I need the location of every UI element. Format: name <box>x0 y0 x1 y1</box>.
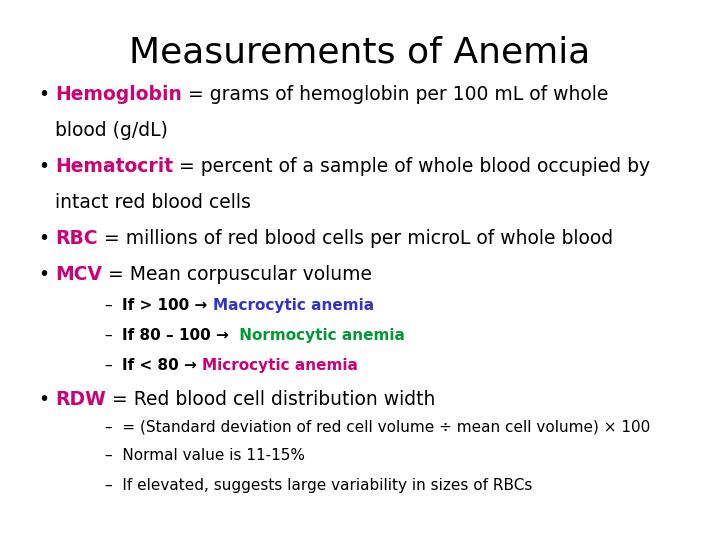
Text: = percent of a sample of whole blood occupied by: = percent of a sample of whole blood occ… <box>173 157 650 176</box>
Text: –: – <box>105 358 122 373</box>
Text: intact red blood cells: intact red blood cells <box>55 193 251 212</box>
Text: •: • <box>38 390 49 409</box>
Text: •: • <box>38 85 49 104</box>
Text: MCV: MCV <box>55 265 102 284</box>
Text: If 80 – 100 →: If 80 – 100 → <box>122 328 235 343</box>
Text: •: • <box>38 265 49 284</box>
Text: Hemoglobin: Hemoglobin <box>55 85 182 104</box>
Text: = Mean corpuscular volume: = Mean corpuscular volume <box>102 265 372 284</box>
Text: = millions of red blood cells per microL of whole blood: = millions of red blood cells per microL… <box>98 229 613 248</box>
Text: Hematocrit: Hematocrit <box>55 157 173 176</box>
Text: If > 100 →: If > 100 → <box>122 298 213 313</box>
Text: = Red blood cell distribution width: = Red blood cell distribution width <box>106 390 435 409</box>
Text: –  Normal value is 11-15%: – Normal value is 11-15% <box>105 448 305 463</box>
Text: Microcytic anemia: Microcytic anemia <box>202 358 359 373</box>
Text: –: – <box>105 328 122 343</box>
Text: –: – <box>105 298 122 313</box>
Text: RBC: RBC <box>55 229 98 248</box>
Text: –  If elevated, suggests large variability in sizes of RBCs: – If elevated, suggests large variabilit… <box>105 478 532 493</box>
Text: Normocytic anemia: Normocytic anemia <box>235 328 405 343</box>
Text: –  = (Standard deviation of red cell volume ÷ mean cell volume) × 100: – = (Standard deviation of red cell volu… <box>105 420 650 435</box>
Text: •: • <box>38 157 49 176</box>
Text: If < 80 →: If < 80 → <box>122 358 202 373</box>
Text: Macrocytic anemia: Macrocytic anemia <box>213 298 374 313</box>
Text: = grams of hemoglobin per 100 mL of whole: = grams of hemoglobin per 100 mL of whol… <box>182 85 608 104</box>
Text: Measurements of Anemia: Measurements of Anemia <box>130 35 590 69</box>
Text: •: • <box>38 229 49 248</box>
Text: blood (g/dL): blood (g/dL) <box>55 121 168 140</box>
Text: RDW: RDW <box>55 390 106 409</box>
